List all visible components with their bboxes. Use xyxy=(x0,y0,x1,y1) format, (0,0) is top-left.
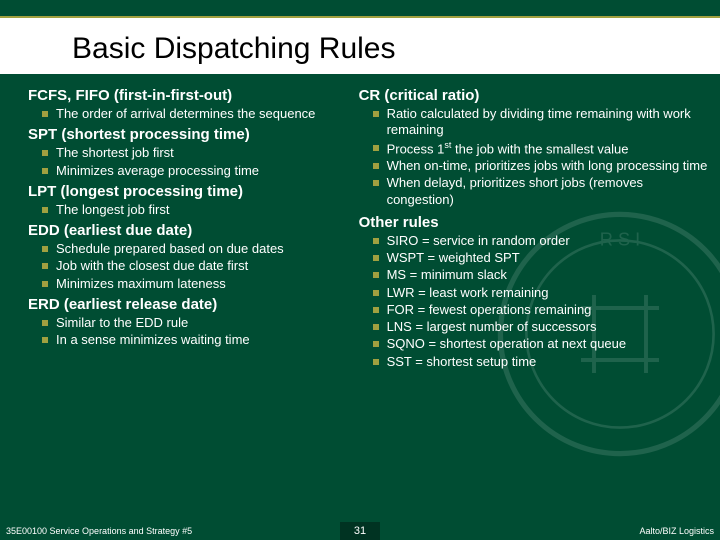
spt-heading: SPT (shortest processing time) xyxy=(28,126,351,143)
list-item: SST = shortest setup time xyxy=(373,354,708,370)
lpt-list: The longest job first xyxy=(28,202,351,218)
list-item: Similar to the EDD rule xyxy=(42,315,351,331)
list-item: When on-time, prioritizes jobs with long… xyxy=(373,158,708,174)
list-item: Process 1st the job with the smallest va… xyxy=(373,140,708,158)
footer-page-number: 31 xyxy=(340,522,380,540)
list-item: WSPT = weighted SPT xyxy=(373,250,708,266)
list-item: The order of arrival determines the sequ… xyxy=(42,106,351,122)
list-item: SQNO = shortest operation at next queue xyxy=(373,336,708,352)
spt-list: The shortest job first Minimizes average… xyxy=(28,145,351,179)
list-item: Job with the closest due date first xyxy=(42,258,351,274)
list-item: In a sense minimizes waiting time xyxy=(42,332,351,348)
list-item: Minimizes maximum lateness xyxy=(42,276,351,292)
footer-right: Aalto/BIZ Logistics xyxy=(380,526,720,536)
list-item: Schedule prepared based on due dates xyxy=(42,241,351,257)
top-bar xyxy=(0,0,720,18)
list-item: The longest job first xyxy=(42,202,351,218)
erd-list: Similar to the EDD rule In a sense minim… xyxy=(28,315,351,349)
fcfs-list: The order of arrival determines the sequ… xyxy=(28,106,351,122)
footer-left: 35E00100 Service Operations and Strategy… xyxy=(0,526,340,536)
edd-heading: EDD (earliest due date) xyxy=(28,222,351,239)
fcfs-heading: FCFS, FIFO (first-in-first-out) xyxy=(28,87,351,104)
content-area: R S I FCFS, FIFO (first-in-first-out) Th… xyxy=(0,74,720,526)
lpt-heading: LPT (longest processing time) xyxy=(28,183,351,200)
slide-title: Basic Dispatching Rules xyxy=(0,18,720,74)
left-column: FCFS, FIFO (first-in-first-out) The orde… xyxy=(28,84,351,374)
list-item: Ratio calculated by dividing time remain… xyxy=(373,106,708,139)
list-item: MS = minimum slack xyxy=(373,267,708,283)
footer: 35E00100 Service Operations and Strategy… xyxy=(0,522,720,540)
list-item: LWR = least work remaining xyxy=(373,285,708,301)
other-heading: Other rules xyxy=(359,214,708,231)
right-column: CR (critical ratio) Ratio calculated by … xyxy=(359,84,708,374)
edd-list: Schedule prepared based on due dates Job… xyxy=(28,241,351,292)
list-item: LNS = largest number of successors xyxy=(373,319,708,335)
slide: Basic Dispatching Rules R S I FCFS, FIFO… xyxy=(0,0,720,540)
list-item: Minimizes average processing time xyxy=(42,163,351,179)
list-item: SIRO = service in random order xyxy=(373,233,708,249)
cr-list: Ratio calculated by dividing time remain… xyxy=(359,106,708,208)
list-item: The shortest job first xyxy=(42,145,351,161)
cr-heading: CR (critical ratio) xyxy=(359,87,708,104)
list-item: When delayd, prioritizes short jobs (rem… xyxy=(373,175,708,208)
erd-heading: ERD (earliest release date) xyxy=(28,296,351,313)
list-item: FOR = fewest operations remaining xyxy=(373,302,708,318)
other-list: SIRO = service in random order WSPT = we… xyxy=(359,233,708,370)
